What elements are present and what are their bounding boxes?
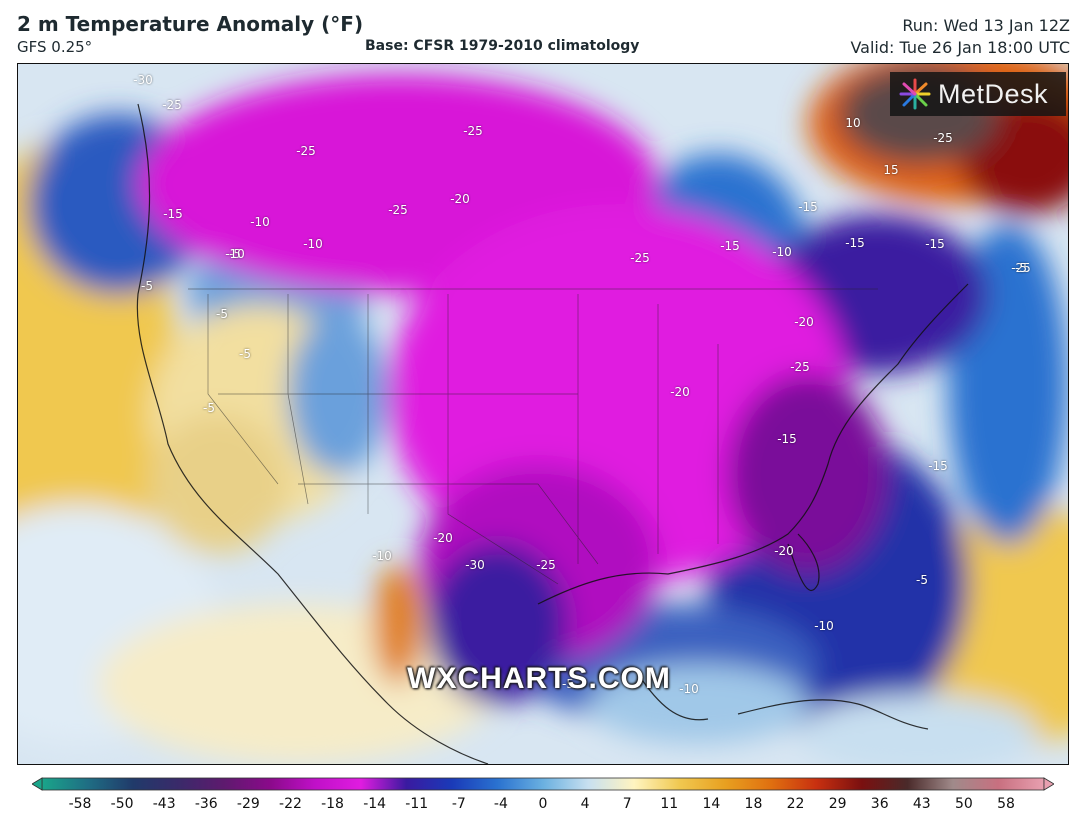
colorbar-tick-label: 14	[702, 796, 720, 812]
contour-label: 15	[883, 163, 898, 177]
contour-label: -25	[296, 144, 316, 158]
colorbar-tick-label: 7	[623, 796, 632, 812]
colorbar-ticks: -58 -50 -43 -36 -29 -22 -18 -14 -11 -7 -4 0 4 7 11 14 18…	[0, 796, 1078, 816]
contour-label: -20	[774, 544, 794, 558]
contour-label: -10	[814, 619, 834, 633]
colorbar-tick-label: -43	[153, 796, 176, 812]
colorbar-tick-label: 0	[539, 796, 548, 812]
contour-label: -15	[777, 432, 797, 446]
contour-label: -5	[239, 347, 251, 361]
colorbar-tick-label: -29	[237, 796, 260, 812]
colorbar-tick-label: -11	[405, 796, 428, 812]
colorbar-tick-label: -50	[111, 796, 134, 812]
contour-label: -25	[536, 558, 556, 572]
colorbar-tick-label: -7	[452, 796, 466, 812]
contour-label: -15	[798, 200, 818, 214]
colorbar-tick-label: 11	[660, 796, 678, 812]
colorbar-tick-label: 29	[829, 796, 847, 812]
watermark: WXCHARTS.COM	[0, 662, 1078, 696]
metdesk-logo: MetDesk	[890, 72, 1066, 116]
metdesk-logo-text: MetDesk	[938, 79, 1048, 110]
base-label: Base: CFSR 1979-2010 climatology	[365, 38, 639, 54]
contour-label: -25	[463, 124, 483, 138]
colorbar-tick-label: -4	[494, 796, 508, 812]
contour-label: -15	[163, 207, 183, 221]
colorbar-gradient	[32, 777, 1054, 791]
contour-label: -25	[630, 251, 650, 265]
colorbar-min-arrow	[32, 778, 42, 790]
contour-label: -10	[772, 245, 792, 259]
metdesk-burst-icon	[898, 77, 932, 111]
map-panel: MetDesk	[17, 63, 1069, 765]
contour-label: -5	[916, 573, 928, 587]
contour-label: -25	[933, 131, 953, 145]
colorbar-tick-label: 36	[871, 796, 889, 812]
contour-label: -30	[133, 73, 153, 87]
colorbar-tick-label: -58	[69, 796, 92, 812]
colorbar-tick-label: 58	[997, 796, 1015, 812]
colorbar	[32, 776, 1054, 790]
contour-label: -10	[372, 549, 392, 563]
contour-label: 10	[845, 116, 860, 130]
colorbar-max-arrow	[1044, 778, 1054, 790]
contour-label: -10	[225, 247, 245, 261]
contour-label: -5	[203, 401, 215, 415]
contour-label: -10	[250, 215, 270, 229]
colorbar-tick-label: 18	[745, 796, 763, 812]
colorbar-tick-label: -36	[195, 796, 218, 812]
contour-label: -20	[670, 385, 690, 399]
contour-label: -30	[465, 558, 485, 572]
valid-label: Valid: Tue 26 Jan 18:00 UTC	[850, 38, 1070, 57]
map-canvas	[18, 64, 1069, 765]
contour-label: -15	[928, 459, 948, 473]
colorbar-tick-label: 50	[955, 796, 973, 812]
contour-label: -15	[925, 237, 945, 251]
colorbar-tick-label: -14	[363, 796, 386, 812]
colorbar-tick-label: 4	[581, 796, 590, 812]
contour-label: -15	[720, 239, 740, 253]
contour-label: -20	[450, 192, 470, 206]
colorbar-tick-label: 43	[913, 796, 931, 812]
contour-label: -25	[790, 360, 810, 374]
model-label: GFS 0.25°	[17, 38, 92, 56]
contour-label: -15	[845, 236, 865, 250]
chart-title: 2 m Temperature Anomaly (°F)	[17, 12, 363, 36]
contour-label: -20	[794, 315, 814, 329]
run-label: Run: Wed 13 Jan 12Z	[902, 16, 1070, 35]
colorbar-tick-label: -22	[279, 796, 302, 812]
contour-label: -5	[1015, 261, 1027, 275]
contour-label: -10	[303, 237, 323, 251]
contour-label: -25	[162, 98, 182, 112]
contour-label: -5	[216, 307, 228, 321]
contour-label: -5	[141, 279, 153, 293]
contour-label: -25	[388, 203, 408, 217]
contour-label: -20	[433, 531, 453, 545]
colorbar-tick-label: 22	[787, 796, 805, 812]
colorbar-tick-label: -18	[321, 796, 344, 812]
